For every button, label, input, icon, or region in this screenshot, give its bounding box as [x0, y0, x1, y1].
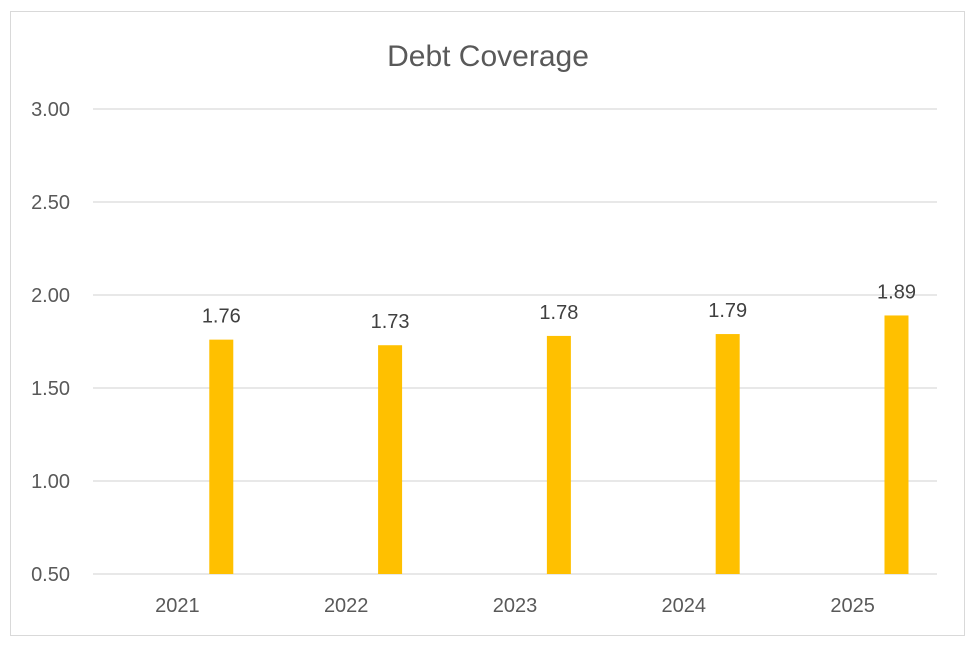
y-tick-label: 2.50 [31, 192, 70, 214]
y-tick-label: 1.50 [31, 378, 70, 400]
data-label-2021: 1.76 [202, 306, 241, 328]
bar-2024 [715, 334, 740, 574]
x-tick-label-2022: 2022 [324, 595, 369, 617]
data-label-2025: 1.89 [877, 281, 916, 303]
y-tick-label: 0.50 [31, 564, 70, 586]
data-labels: 1.76 1.73 1.78 1.79 1.89 [202, 281, 916, 333]
chart-title: Debt Coverage [387, 40, 589, 73]
x-tick-label-2025: 2025 [830, 595, 875, 617]
y-tick-label: 1.00 [31, 471, 70, 493]
chart-frame [10, 11, 965, 636]
data-label-2022: 1.73 [371, 311, 410, 333]
bars [209, 315, 909, 574]
x-axis-ticks: 2021 2022 2023 2024 2025 [155, 595, 875, 617]
x-tick-label-2024: 2024 [662, 595, 707, 617]
gridlines [93, 108, 937, 575]
y-tick-label: 2.00 [31, 285, 70, 307]
x-tick-label-2023: 2023 [493, 595, 538, 617]
y-tick-label: 3.00 [31, 99, 70, 121]
x-tick-label-2021: 2021 [155, 595, 200, 617]
bar-2023 [546, 335, 571, 574]
data-label-2024: 1.79 [708, 300, 747, 322]
bar-2021 [209, 339, 234, 574]
bar-2025 [884, 315, 909, 574]
y-axis-ticks: 0.50 1.00 1.50 2.00 2.50 3.00 [31, 99, 70, 586]
data-label-2023: 1.78 [539, 302, 578, 324]
bar-2022 [378, 345, 403, 574]
